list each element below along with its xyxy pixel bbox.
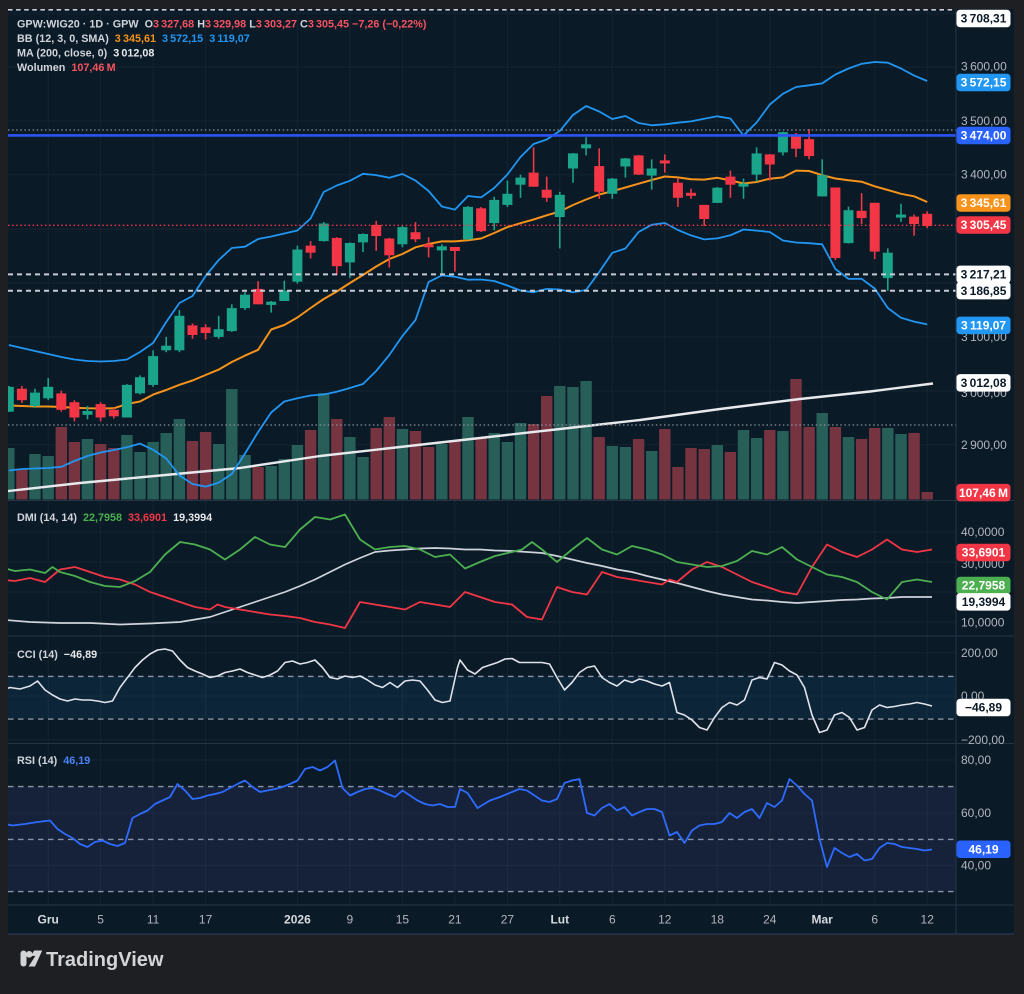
- svg-text:40,00: 40,00: [961, 859, 991, 873]
- svg-text:3 345,61: 3 345,61: [961, 196, 1007, 210]
- svg-text:11: 11: [147, 913, 160, 927]
- svg-text:3 217,21: 3 217,21: [961, 268, 1007, 282]
- svg-text:2026: 2026: [284, 913, 311, 927]
- svg-text:19,3994: 19,3994: [962, 595, 1006, 609]
- svg-text:3 012,08: 3 012,08: [961, 376, 1007, 390]
- svg-text:Mar: Mar: [812, 913, 834, 927]
- svg-text:RSI (14) 46,19: RSI (14) 46,19: [17, 755, 90, 767]
- svg-text:40,0000: 40,0000: [961, 525, 1005, 539]
- svg-text:22,7958: 22,7958: [962, 579, 1006, 593]
- svg-text:2 900,00: 2 900,00: [961, 438, 1007, 452]
- svg-text:GPW:WIG20 · 1D · GPW O3 327,6: GPW:WIG20 · 1D · GPW O3 327,68 H3 329,98…: [17, 18, 427, 30]
- svg-text:33,6901: 33,6901: [962, 546, 1006, 560]
- svg-text:80,00: 80,00: [961, 753, 991, 767]
- svg-text:MA (200, close, 0) 3 012,08: MA (200, close, 0) 3 012,08: [17, 47, 154, 59]
- svg-text:21: 21: [448, 913, 462, 927]
- svg-text:−46,89: −46,89: [965, 701, 1002, 715]
- svg-text:12: 12: [658, 913, 672, 927]
- svg-text:DMI (14, 14) 22,7958 33,6901: DMI (14, 14) 22,7958 33,6901 19,3994: [17, 512, 212, 524]
- svg-text:Wolumen 107,46 M: Wolumen 107,46 M: [17, 62, 116, 74]
- svg-text:3 186,85: 3 186,85: [961, 284, 1007, 298]
- svg-text:200,00: 200,00: [961, 646, 998, 660]
- svg-text:3 708,31: 3 708,31: [961, 12, 1007, 26]
- svg-text:TradingView: TradingView: [46, 949, 164, 971]
- svg-text:6: 6: [609, 913, 616, 927]
- svg-text:3 400,00: 3 400,00: [961, 168, 1007, 182]
- svg-text:3 500,00: 3 500,00: [961, 114, 1007, 128]
- svg-text:10,0000: 10,0000: [961, 615, 1005, 629]
- svg-text:3 305,45: 3 305,45: [961, 218, 1007, 232]
- svg-text:107,46 M: 107,46 M: [959, 486, 1008, 500]
- svg-text:BB (12, 3, 0, SMA) 3 345,61: BB (12, 3, 0, SMA) 3 345,61 3 572,15 3 1…: [17, 33, 250, 45]
- svg-text:Lut: Lut: [550, 913, 569, 927]
- svg-text:6: 6: [871, 913, 878, 927]
- svg-text:3 119,07: 3 119,07: [961, 319, 1006, 333]
- svg-text:15: 15: [396, 913, 410, 927]
- svg-text:3 600,00: 3 600,00: [961, 60, 1007, 74]
- svg-text:−200,00: −200,00: [961, 733, 1005, 747]
- svg-text:3 572,15: 3 572,15: [961, 76, 1007, 90]
- svg-text:17: 17: [199, 913, 213, 927]
- svg-text:12: 12: [921, 913, 935, 927]
- svg-text:3 474,00: 3 474,00: [961, 129, 1007, 143]
- svg-text:27: 27: [501, 913, 515, 927]
- svg-text:9: 9: [347, 913, 354, 927]
- svg-text:60,00: 60,00: [961, 806, 991, 820]
- svg-text:18: 18: [711, 913, 725, 927]
- svg-text:24: 24: [763, 913, 777, 927]
- svg-text:CCI (14) −46,89: CCI (14) −46,89: [17, 649, 97, 661]
- svg-text:5: 5: [97, 913, 104, 927]
- svg-text:46,19: 46,19: [968, 843, 998, 857]
- svg-text:Gru: Gru: [38, 913, 59, 927]
